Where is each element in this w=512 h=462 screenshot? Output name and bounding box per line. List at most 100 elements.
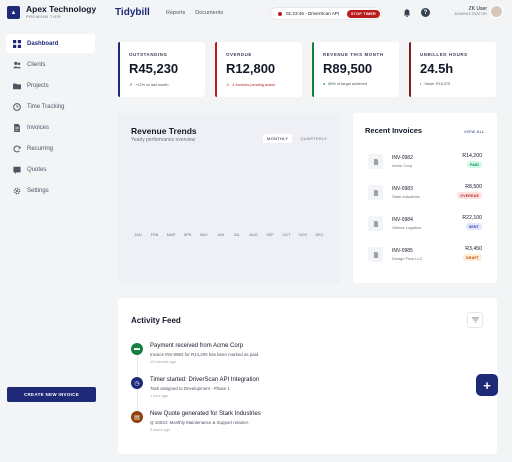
status-badge: SENT	[465, 223, 482, 230]
sidebar-item-label: Clients	[27, 61, 46, 68]
event-description: Q-10024: Monthly Maintenance & Support r…	[150, 420, 250, 425]
help-icon[interactable]: ?	[421, 8, 430, 17]
active-timer: 01:23:45 - DriverScan API STOP TIMER	[270, 7, 382, 20]
top-nav: Reports Documents	[166, 10, 223, 16]
gear-icon	[13, 187, 21, 195]
sidebar-item-settings[interactable]: Settings	[6, 181, 95, 200]
toggle-quarterly[interactable]: QUARTERLY	[300, 136, 328, 141]
avatar[interactable]	[490, 5, 503, 18]
event-description: Invoice INV-0982 for R14,200 has been ma…	[150, 352, 260, 357]
invoice-amount: R14,200	[462, 153, 482, 159]
invoice-row[interactable]: INV-0983 Stark Industries R8,500 OVERDUE	[368, 183, 482, 203]
filter-icon	[471, 317, 479, 323]
sidebar-item-label: Settings	[27, 187, 49, 194]
stat-card-overdue: OVERDUE R12,800 ⚠ 4 invoices pending acti…	[215, 42, 302, 97]
event-description: Task assigned to Development - Phase 1	[150, 386, 230, 391]
stat-accent-bar	[118, 42, 120, 97]
stat-sub-text: 85% of target achieved	[328, 82, 368, 86]
document-icon	[13, 123, 21, 132]
month-label: DEC	[315, 233, 324, 237]
month-label: APR	[183, 233, 192, 237]
stat-sub-text: Value: R18,375	[424, 82, 451, 86]
bell-icon[interactable]	[403, 9, 411, 17]
refresh-icon	[13, 145, 21, 153]
invoice-row[interactable]: INV-0982 Acme Corp R14,200 PAID	[368, 152, 482, 172]
nav-link-reports[interactable]: Reports	[166, 10, 186, 16]
invoice-id: INV-0985	[392, 248, 413, 254]
brand-logo-icon: ▲	[7, 6, 20, 19]
revenue-subtitle: Yearly performance overview	[131, 137, 196, 143]
view-all-link[interactable]: VIEW ALL	[464, 129, 485, 134]
event-time: 1 hour ago	[150, 394, 169, 398]
grid-icon	[13, 39, 21, 48]
check-circle-icon: ●	[323, 82, 326, 86]
sidebar-item-invoices[interactable]: Invoices	[6, 118, 95, 137]
stat-value: R89,500	[323, 61, 373, 76]
clock-icon	[13, 102, 21, 111]
invoice-row[interactable]: INV-0984 Globex Logistics R22,100 SENT	[368, 214, 482, 234]
stat-card-outstanding: OUTSTANDING R45,230 ↗ +12% vs last month	[118, 42, 205, 97]
user-role: ADMINISTRATOR	[454, 12, 487, 16]
activity-feed-card: Activity Feed ▬ Payment received from Acm…	[118, 298, 497, 454]
invoice-client: Stark Industries	[392, 194, 420, 199]
recent-invoices-card: Recent Invoices VIEW ALL INV-0982 Acme Co…	[353, 113, 497, 283]
sidebar-item-time-tracking[interactable]: Time Tracking	[6, 97, 95, 116]
money-icon: ▬	[131, 343, 143, 355]
month-label: JUL	[233, 233, 241, 237]
invoice-row[interactable]: INV-0985 Design Flow LLC R3,450 DRAFT	[368, 245, 482, 265]
nav-link-documents[interactable]: Documents	[195, 10, 224, 16]
users-icon	[13, 61, 21, 69]
sidebar-item-projects[interactable]: Projects	[6, 76, 95, 95]
stop-timer-button[interactable]: STOP TIMER	[346, 9, 380, 18]
sidebar-item-clients[interactable]: Clients	[6, 55, 95, 74]
month-label: NOV	[298, 233, 308, 237]
add-fab-button[interactable]: +	[476, 374, 498, 396]
status-badge: OVERDUE	[457, 192, 482, 199]
recording-dot-icon	[278, 11, 282, 16]
topbar: Tidybill Reports Documents 01:23:45 - Dr…	[103, 0, 512, 28]
toggle-monthly[interactable]: MONTHLY	[263, 134, 293, 143]
user-info[interactable]: ZK User ADMINISTRATOR	[439, 6, 487, 16]
month-label: MAR	[166, 233, 176, 237]
event-title: Timer started: DriverScan API Integratio…	[150, 377, 260, 383]
month-label: JAN	[134, 233, 142, 237]
invoice-client: Globex Logistics	[392, 225, 422, 230]
event-time: 3 hours ago	[150, 428, 171, 432]
sidebar-item-quotes[interactable]: Quotes	[6, 160, 95, 179]
stat-accent-bar	[312, 42, 314, 97]
quote-icon: ▤	[131, 411, 143, 423]
folder-icon	[13, 82, 21, 90]
document-icon	[368, 185, 383, 200]
sidebar-item-label: Invoices	[27, 124, 50, 131]
sidebar-item-label: Projects	[27, 82, 49, 89]
invoice-id: INV-0984	[392, 217, 413, 223]
trend-up-icon: ↗	[129, 83, 133, 87]
month-label: MAY	[200, 233, 208, 237]
quote-icon	[13, 166, 21, 174]
timer-icon: ◷	[131, 377, 143, 389]
filter-button[interactable]	[467, 312, 483, 328]
sidebar-nav: Dashboard Clients Projects Time Tracking…	[6, 34, 95, 202]
stat-sub: ▪ Value: R18,375	[420, 82, 450, 86]
revenue-title: Revenue Trends	[131, 126, 197, 136]
sidebar-item-dashboard[interactable]: Dashboard	[6, 34, 95, 53]
sidebar-item-recurring[interactable]: Recurring	[6, 139, 95, 158]
stat-sub: ↗ +12% vs last month	[129, 82, 169, 88]
stat-sub-text: 4 invoices pending action	[232, 82, 276, 87]
stat-card-unbilled: UNBILLED HOURS 24.5h ▪ Value: R18,375	[409, 42, 496, 97]
stat-label: REVENUE THIS MONTH	[323, 52, 384, 57]
create-invoice-button[interactable]: CREATE NEW INVOICE	[7, 387, 96, 402]
sidebar-item-label: Time Tracking	[27, 103, 65, 110]
stat-value: R45,230	[129, 61, 179, 76]
brand-name: Apex Technology	[26, 4, 97, 14]
stat-sub-text: +12% vs last month	[135, 82, 169, 87]
stat-label: UNBILLED HOURS	[420, 52, 468, 57]
sidebar-item-label: Dashboard	[27, 40, 59, 47]
sidebar: ▲ Apex Technology PREMIUM TIER Dashboard…	[0, 0, 103, 462]
month-label: AUG	[249, 233, 258, 237]
event-title: Payment received from Acme Corp	[150, 343, 244, 349]
invoices-title: Recent Invoices	[365, 126, 423, 135]
invoice-amount: R3,450	[465, 246, 482, 252]
month-label: FEB	[150, 233, 159, 237]
stat-accent-bar	[409, 42, 411, 97]
